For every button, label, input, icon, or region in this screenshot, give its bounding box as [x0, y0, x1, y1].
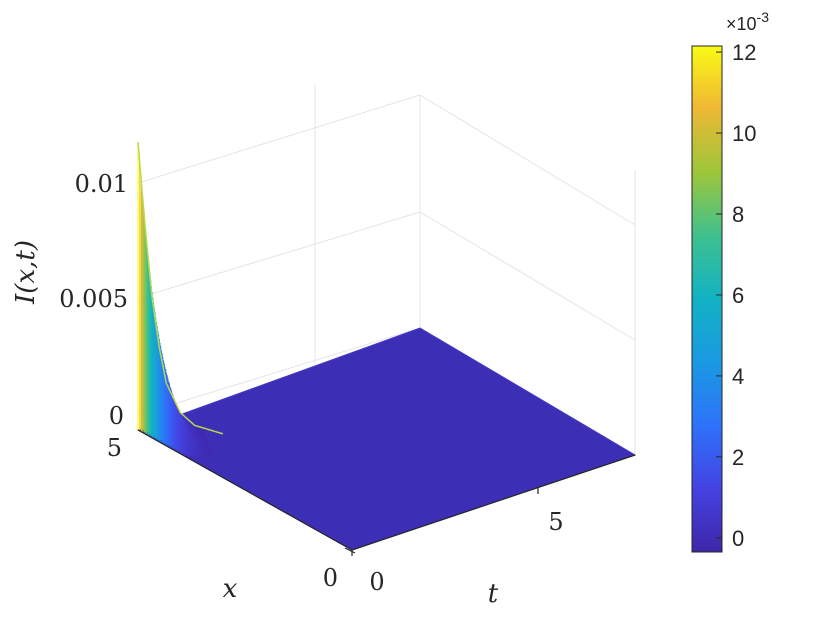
- colorbar: 0 2 4 6 8 10 12 ×10-3: [691, 9, 769, 553]
- surface-ridge-outline: [137, 141, 224, 435]
- colorbar-exponent-power: -3: [757, 9, 770, 25]
- axes-panes: [137, 85, 636, 455]
- x-axis-line: [137, 429, 353, 551]
- colorbar-exponent-prefix: ×10: [726, 14, 757, 34]
- colorbar-tick-label: 4: [732, 364, 744, 389]
- grid-line: [419, 211, 636, 341]
- grid-line: [137, 94, 421, 184]
- colorbar-ticks: 0 2 4 6 8 10 12: [716, 40, 756, 551]
- axis-lines: [137, 429, 636, 556]
- colorbar-tick-label: 8: [732, 202, 744, 227]
- t-tick-label: 5: [548, 508, 563, 536]
- t-axis-line: [351, 454, 636, 551]
- colorbar-tick-label: 12: [732, 40, 756, 65]
- colorbar-tick-label: 6: [732, 283, 744, 308]
- colorbar-exponent: ×10-3: [726, 9, 769, 34]
- grid-line: [137, 327, 421, 416]
- z-tick-label: 0.005: [59, 285, 128, 313]
- grid-line: [137, 211, 421, 299]
- x-tick-label: 0: [323, 564, 338, 592]
- t-tick-label: 0: [369, 568, 384, 596]
- z-tick-label: 0: [109, 402, 124, 430]
- grid-line: [419, 94, 636, 226]
- colorbar-tick-label: 10: [732, 121, 756, 146]
- colorbar-tick-label: 2: [732, 445, 744, 470]
- colorbar-gradient: [691, 45, 723, 553]
- z-tick-label: 0.01: [75, 170, 128, 198]
- surface-ridge: [137, 141, 224, 458]
- z-axis-label: I(x,t): [11, 240, 41, 305]
- colorbar-tick-label: 0: [732, 526, 744, 551]
- t-axis-label: t: [488, 579, 499, 609]
- x-tick-label: 5: [107, 434, 122, 462]
- x-axis-label: x: [223, 574, 238, 604]
- x-tick-mark: [344, 547, 356, 554]
